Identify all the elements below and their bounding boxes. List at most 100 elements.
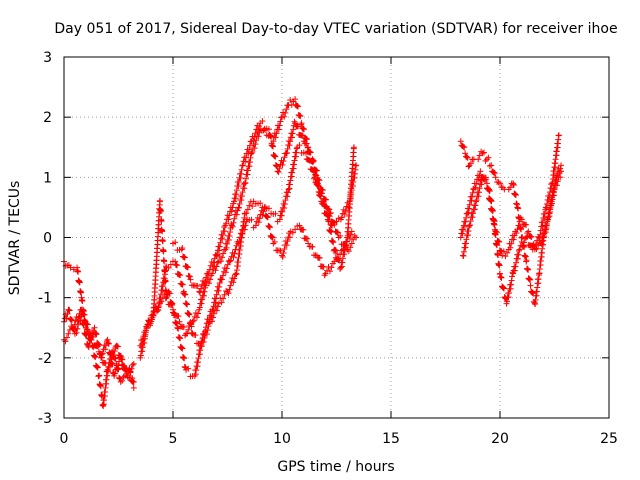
data-point xyxy=(202,274,209,281)
data-point xyxy=(298,121,305,128)
data-point xyxy=(528,233,535,240)
data-point xyxy=(107,351,114,358)
data-point xyxy=(225,237,232,244)
data-point xyxy=(539,219,546,226)
data-point xyxy=(111,370,118,377)
data-point xyxy=(212,299,219,306)
data-point xyxy=(300,226,307,233)
data-point xyxy=(557,165,564,172)
data-point xyxy=(303,140,310,147)
data-point xyxy=(478,148,485,155)
data-point xyxy=(255,219,262,226)
data-point xyxy=(345,204,352,211)
data-point xyxy=(160,248,167,255)
data-point xyxy=(292,226,299,233)
data-point xyxy=(551,186,558,193)
data-point xyxy=(154,308,161,315)
data-point xyxy=(147,320,154,327)
data-point xyxy=(488,198,495,205)
data-point xyxy=(94,364,101,371)
data-point xyxy=(130,384,137,391)
data-point xyxy=(137,352,144,359)
data-point xyxy=(546,208,553,215)
data-point xyxy=(546,189,553,196)
data-point xyxy=(329,238,336,245)
data-point xyxy=(475,189,482,196)
data-point xyxy=(209,307,216,314)
data-point xyxy=(269,234,276,241)
data-point xyxy=(513,259,520,266)
data-point xyxy=(299,132,306,139)
data-point xyxy=(325,217,332,224)
data-point xyxy=(460,143,467,150)
data-point xyxy=(488,162,495,169)
y-tick-label: 2 xyxy=(43,110,52,126)
y-tick-label: 3 xyxy=(43,50,52,66)
data-point xyxy=(246,146,253,153)
data-point xyxy=(507,244,514,251)
data-point xyxy=(307,149,314,156)
data-point xyxy=(219,231,226,238)
data-point xyxy=(148,312,155,319)
data-point xyxy=(502,253,509,260)
data-point xyxy=(78,306,85,313)
data-point xyxy=(194,283,201,290)
data-point xyxy=(274,168,281,175)
data-point xyxy=(350,144,357,151)
data-point xyxy=(185,326,192,333)
data-point xyxy=(81,311,88,318)
data-point xyxy=(252,222,259,229)
data-point xyxy=(222,269,229,276)
data-point xyxy=(111,355,118,362)
y-tick-label: 0 xyxy=(43,231,52,247)
data-point xyxy=(175,325,182,332)
data-point xyxy=(466,205,473,212)
data-point xyxy=(337,264,344,271)
data-point xyxy=(169,300,176,307)
data-point xyxy=(205,280,212,287)
data-point xyxy=(287,97,294,104)
data-point xyxy=(79,298,86,305)
x-tick-label: 5 xyxy=(169,431,178,447)
data-point xyxy=(64,310,71,317)
data-point xyxy=(201,332,208,339)
data-point xyxy=(184,264,191,271)
data-point xyxy=(275,169,282,176)
data-point xyxy=(231,198,238,205)
data-point xyxy=(75,268,82,275)
data-point xyxy=(479,150,486,157)
data-point xyxy=(234,207,241,214)
x-axis-label: GPS time / hours xyxy=(277,459,394,475)
data-point xyxy=(249,203,256,210)
data-point xyxy=(513,230,520,237)
data-point xyxy=(216,280,223,287)
data-point xyxy=(246,163,253,170)
data-point xyxy=(244,171,251,178)
data-point xyxy=(119,356,126,363)
data-point xyxy=(335,234,342,241)
data-point xyxy=(540,234,547,241)
data-point xyxy=(145,317,152,324)
data-point xyxy=(238,234,245,241)
data-point xyxy=(555,132,562,139)
data-point xyxy=(463,154,470,161)
data-point xyxy=(507,285,514,292)
data-point xyxy=(525,266,532,273)
data-point xyxy=(223,244,230,251)
data-point xyxy=(210,259,217,266)
data-point xyxy=(90,334,97,341)
data-point xyxy=(228,208,235,215)
data-point xyxy=(327,209,334,216)
data-point xyxy=(92,330,99,337)
data-point xyxy=(353,162,360,169)
data-point xyxy=(514,226,521,233)
data-point xyxy=(335,255,342,262)
data-point xyxy=(472,202,479,209)
data-point xyxy=(469,214,476,221)
data-point xyxy=(505,294,512,301)
data-point xyxy=(347,244,354,251)
data-point xyxy=(159,228,166,235)
data-point xyxy=(478,181,485,188)
data-point xyxy=(198,285,205,292)
data-point xyxy=(297,113,304,120)
